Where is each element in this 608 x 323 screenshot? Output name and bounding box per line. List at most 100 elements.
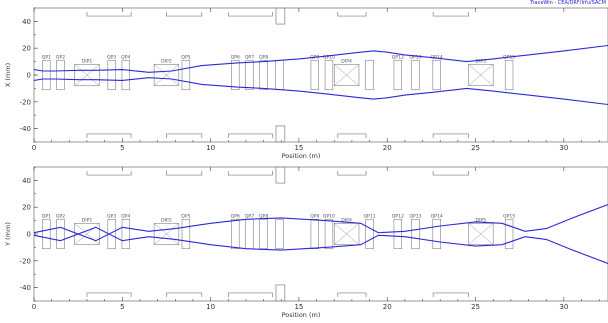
x-xtick-label: 25 (471, 144, 480, 152)
x-xtick-label: 15 (294, 144, 303, 152)
x-element-label: QP8 (259, 54, 268, 60)
x-element-label: DIP2 (161, 58, 172, 64)
x-element-label: QP2 (56, 54, 65, 60)
y-element-qp8 (259, 218, 268, 250)
x-element-qp12 (393, 59, 403, 91)
y-xlabel: Position (m) (282, 311, 321, 319)
x-ytick-label: -20 (20, 98, 31, 106)
y-plot-frame (33, 166, 608, 302)
x-aperture-narrow-top (275, 7, 286, 25)
y-element-label: QP8 (259, 213, 268, 219)
y-element-qp2 (56, 218, 65, 250)
y-element-label: QP10 (323, 213, 335, 219)
x-element-qp4 (121, 59, 131, 91)
x-element-cross (334, 64, 360, 86)
x-element-qp7 (245, 59, 254, 91)
y-element-label: DIP4 (341, 217, 352, 223)
x-element-cross (468, 64, 494, 86)
y-element-label: QP1 (42, 213, 51, 219)
x-element-qp6 (231, 59, 240, 91)
y-aperture-bottom (227, 292, 273, 297)
x-envelope-upper (33, 44, 608, 73)
y-aperture-bottom (86, 292, 132, 297)
x-element-label: DIP5 (476, 58, 487, 64)
x-element-label: QP12 (392, 54, 404, 60)
y-aperture-top (166, 171, 203, 176)
y-element-label: DIP1 (82, 217, 93, 223)
x-aperture-top (432, 12, 469, 17)
x-element-qp9 (310, 59, 320, 91)
y-xtick-label: 5 (120, 303, 124, 311)
x-aperture-top (337, 12, 367, 17)
x-element-qp15 (504, 59, 514, 91)
y-element-qp3 (107, 218, 116, 250)
y-element-dip4 (333, 222, 360, 246)
y-element-marker (275, 218, 284, 250)
y-element-qp6 (231, 218, 240, 250)
y-aperture-narrow-bottom (275, 284, 286, 302)
y-xtick-label: 0 (32, 303, 36, 311)
y-element-cross (468, 223, 494, 245)
y-ylabel: Y (mm) (4, 222, 12, 247)
x-ylabel: X (mm) (4, 63, 12, 87)
y-element-label: DIP5 (476, 217, 487, 223)
y-element-qp11 (365, 218, 374, 250)
x-element-label: QP14 (431, 54, 443, 60)
x-element-label: QP1 (42, 54, 51, 60)
x-element-label: QP3 (107, 54, 116, 60)
y-xtick-label: 30 (559, 303, 568, 311)
y-xtick-label: 15 (294, 303, 303, 311)
y-aperture-bottom (432, 292, 469, 297)
x-element-label: QP5 (181, 54, 190, 60)
x-element-qp10 (324, 59, 334, 91)
y-envelope-upper (33, 203, 608, 242)
y-element-qp7 (245, 218, 254, 250)
x-element-qp3 (107, 59, 116, 91)
y-aperture-top (86, 171, 132, 176)
x-element-qp5 (181, 59, 191, 91)
x-aperture-bottom (432, 133, 469, 138)
x-element-dip2 (153, 63, 180, 87)
x-element-cross (153, 64, 179, 86)
x-xlabel: Position (m) (282, 152, 321, 160)
y-element-label: QP9 (310, 213, 319, 219)
x-element-dip1 (74, 63, 100, 87)
x-aperture-bottom (86, 133, 132, 138)
y-aperture-bottom (166, 292, 203, 297)
y-aperture-bottom (337, 292, 367, 297)
x-element-dip5 (468, 63, 494, 87)
x-element-label: QP10 (323, 54, 335, 60)
y-aperture-top (432, 171, 469, 176)
y-xtick-label: 20 (383, 303, 392, 311)
y-element-qp10 (324, 218, 334, 250)
x-ytick-label: -40 (20, 125, 31, 133)
y-element-qp12 (393, 218, 403, 250)
y-element-qp9 (310, 218, 320, 250)
y-envelope-lower (33, 226, 608, 265)
y-element-label: DIP2 (161, 217, 172, 223)
y-aperture-top (337, 171, 367, 176)
y-element-qp14 (432, 218, 441, 250)
x-element-marker (365, 59, 374, 91)
y-xtick-label: 25 (471, 303, 480, 311)
x-element-qp2 (56, 59, 65, 91)
x-ytick-label: 40 (22, 18, 31, 26)
x-aperture-bottom (227, 133, 273, 138)
y-element-qp5 (181, 218, 191, 250)
app-title: TraceWin - CEA/DRF/Irfu/SACM (530, 0, 606, 6)
x-envelope-lower (33, 77, 608, 106)
y-element-label: QP13 (409, 213, 421, 219)
x-ytick-label: 20 (22, 45, 31, 53)
x-element-dip4 (333, 63, 360, 87)
y-element-label: QP7 (245, 213, 254, 219)
y-element-label: QP5 (181, 213, 190, 219)
x-plot-frame (33, 7, 608, 143)
y-element-label: QP11 (363, 213, 375, 219)
y-element-qp13 (411, 218, 420, 250)
x-xtick-label: 10 (206, 144, 215, 152)
y-element-dip1 (74, 222, 100, 246)
x-element-cross (74, 64, 100, 86)
x-element-label: QP4 (121, 54, 130, 60)
y-element-label: QP12 (392, 213, 404, 219)
y-envelope-plot: QP1 QP2 DIP1 QP3 QP4 DIP2 QP5 QP6 QP7 QP8 QP9 QP10 D… (4, 166, 608, 319)
